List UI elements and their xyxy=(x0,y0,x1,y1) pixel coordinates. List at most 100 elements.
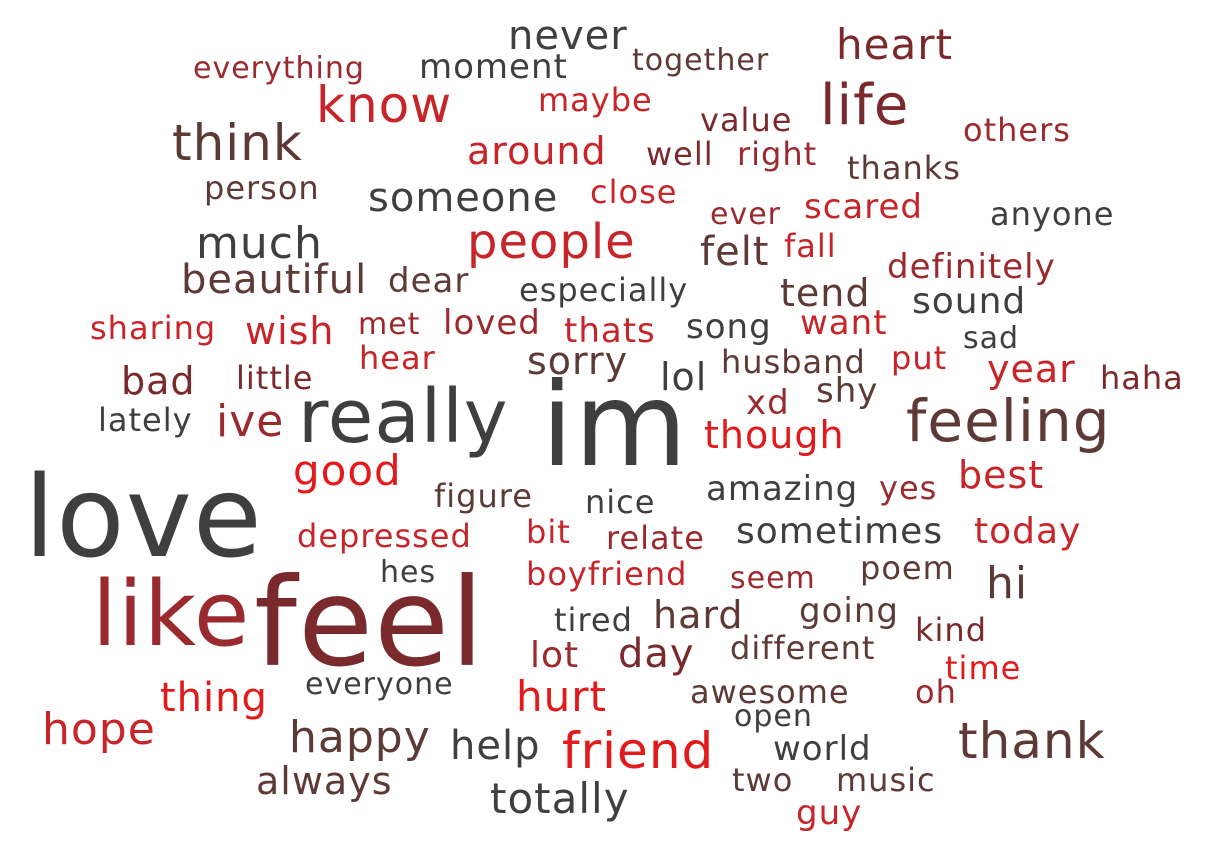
word-bad: bad xyxy=(121,359,196,403)
word-hes: hes xyxy=(380,555,437,590)
word-im: im xyxy=(541,358,689,493)
word-time: time xyxy=(945,649,1022,687)
word-figure: figure xyxy=(434,477,533,515)
word-someone: someone xyxy=(368,175,559,221)
word-help: help xyxy=(450,723,541,769)
word-hi: hi xyxy=(986,558,1029,609)
word-thing: thing xyxy=(160,675,268,721)
word-little: little xyxy=(236,359,314,397)
word-well: well xyxy=(646,135,714,173)
word-met: met xyxy=(358,307,421,342)
word-hard: hard xyxy=(653,593,744,637)
word-hope: hope xyxy=(42,704,156,755)
word-world: world xyxy=(773,729,872,769)
word-guy: guy xyxy=(796,793,863,833)
word-shy: shy xyxy=(816,371,879,411)
word-sometimes: sometimes xyxy=(736,511,944,552)
word-value: value xyxy=(700,101,793,139)
word-sad: sad xyxy=(963,321,1020,356)
word-lately: lately xyxy=(98,401,193,439)
word-tend: tend xyxy=(780,271,871,315)
word-love: love xyxy=(24,453,263,583)
word-sorry: sorry xyxy=(527,339,629,383)
word-loved: loved xyxy=(443,303,541,343)
word-hurt: hurt xyxy=(516,672,607,721)
word-around: around xyxy=(467,129,607,173)
word-totally: totally xyxy=(490,774,630,823)
word-fall: fall xyxy=(784,227,837,265)
word-poem: poem xyxy=(860,549,955,587)
word-know: know xyxy=(316,76,453,134)
word-lol: lol xyxy=(660,355,708,399)
word-definitely: definitely xyxy=(887,247,1056,287)
word-awesome: awesome xyxy=(690,673,850,711)
word-like: like xyxy=(92,562,251,667)
word-dear: dear xyxy=(388,261,470,301)
word-person: person xyxy=(204,169,320,207)
word-happy: happy xyxy=(289,712,431,763)
word-people: people xyxy=(467,214,636,270)
word-two: two xyxy=(732,761,794,799)
word-song: song xyxy=(686,307,772,347)
word-thats: thats xyxy=(564,311,656,351)
word-felt: felt xyxy=(700,229,770,275)
word-music: music xyxy=(836,761,936,799)
word-never: never xyxy=(508,13,628,59)
word-husband: husband xyxy=(721,343,866,381)
word-different: different xyxy=(730,629,876,667)
word-close: close xyxy=(590,173,678,211)
word-though: though xyxy=(704,413,845,457)
word-feel: feel xyxy=(254,552,485,694)
word-heart: heart xyxy=(836,20,953,69)
word-moment: moment xyxy=(419,47,568,87)
word-seem: seem xyxy=(730,561,816,596)
word-nice: nice xyxy=(585,483,656,521)
word-want: want xyxy=(800,303,888,343)
word-wish: wish xyxy=(245,309,335,353)
word-especially: especially xyxy=(519,271,689,309)
word-day: day xyxy=(618,631,695,677)
word-everything: everything xyxy=(193,51,365,86)
word-today: today xyxy=(974,511,1082,552)
word-relate: relate xyxy=(606,519,705,557)
word-haha: haha xyxy=(1100,359,1184,397)
word-thanks: thanks xyxy=(847,149,961,187)
word-anyone: anyone xyxy=(990,195,1115,233)
word-amazing: amazing xyxy=(706,469,859,509)
word-best: best xyxy=(958,453,1045,497)
word-lot: lot xyxy=(530,635,580,676)
word-going: going xyxy=(799,591,899,631)
word-really: really xyxy=(298,374,509,460)
word-together: together xyxy=(632,43,770,78)
word-hear: hear xyxy=(359,339,436,377)
word-right: right xyxy=(737,135,818,173)
word-maybe: maybe xyxy=(538,81,653,119)
word-ever: ever xyxy=(710,197,782,232)
word-sharing: sharing xyxy=(90,309,217,347)
word-think: think xyxy=(172,114,303,172)
word-thank: thank xyxy=(958,712,1106,770)
word-everyone: everyone xyxy=(305,667,454,702)
word-kind: kind xyxy=(915,611,988,649)
word-beautiful: beautiful xyxy=(181,257,368,303)
word-ive: ive xyxy=(216,396,285,447)
word-bit: bit xyxy=(526,513,571,551)
word-xd: xd xyxy=(746,383,790,423)
word-others: others xyxy=(963,111,1071,149)
word-good: good xyxy=(293,446,402,495)
word-always: always xyxy=(256,759,393,803)
word-boyfriend: boyfriend xyxy=(526,555,688,593)
word-year: year xyxy=(987,347,1076,391)
word-sound: sound xyxy=(912,281,1027,322)
word-friend: friend xyxy=(562,722,715,780)
word-much: much xyxy=(196,218,323,269)
word-feeling: feeling xyxy=(906,387,1111,455)
word-yes: yes xyxy=(879,469,938,507)
word-life: life xyxy=(820,73,910,138)
word-open: open xyxy=(734,699,813,734)
word-tired: tired xyxy=(554,601,633,639)
word-scared: scared xyxy=(804,187,923,227)
word-put: put xyxy=(891,339,948,377)
word-oh: oh xyxy=(915,673,957,711)
